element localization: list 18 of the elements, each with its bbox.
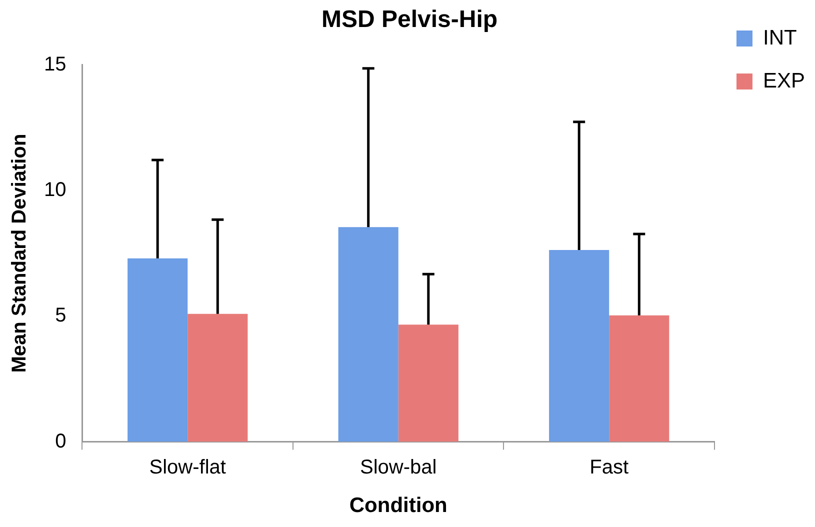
legend-label: INT — [762, 26, 797, 50]
y-tick-label: 15 — [44, 53, 66, 76]
bar — [128, 258, 188, 442]
x-axis-title: Condition — [349, 494, 448, 518]
chart-title: MSD Pelvis-Hip — [321, 6, 498, 34]
bar — [398, 324, 458, 442]
bar — [609, 315, 670, 442]
bar — [188, 314, 248, 442]
x-tick-label: Slow-bal — [360, 456, 437, 478]
y-tick-label: 5 — [55, 304, 66, 327]
y-tick-label: 0 — [55, 430, 66, 452]
y-axis-title: Mean Standard Deviation — [8, 134, 31, 373]
legend-label: EXP — [762, 69, 806, 92]
bar — [338, 227, 398, 442]
y-tick-label: 10 — [44, 178, 66, 201]
x-tick-label: Slow-flat — [149, 456, 226, 478]
bar — [549, 250, 610, 442]
x-tick-label: Fast — [590, 456, 629, 478]
